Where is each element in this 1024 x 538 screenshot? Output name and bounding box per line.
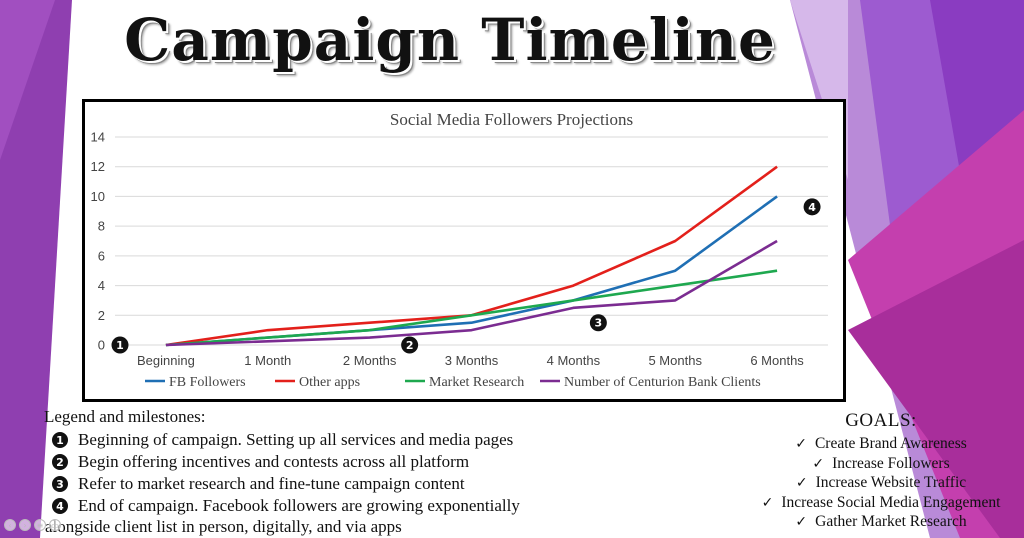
- x-tick-label: 1 Month: [244, 353, 291, 368]
- milestone-number-icon: 3: [52, 476, 68, 492]
- y-tick-label: 10: [91, 189, 105, 204]
- goal-item: ✓ Create Brand Awareness: [738, 434, 1024, 454]
- goal-item: ✓ Increase Followers: [738, 454, 1024, 474]
- milestone-marker-label: 2: [406, 339, 414, 352]
- legend-label: Number of Centurion Bank Clients: [564, 375, 761, 390]
- goals-title: GOALS:: [845, 410, 917, 431]
- milestone-marker: [111, 336, 129, 354]
- chart-title: Social Media Followers Projections: [390, 110, 633, 129]
- milestone-marker-label: 3: [595, 317, 603, 330]
- series-line: [165, 195, 778, 347]
- milestone-marker-label: 1: [116, 339, 124, 352]
- left-purple-accent: [0, 0, 55, 160]
- milestone-text: End of campaign. Facebook followers are …: [78, 496, 520, 515]
- slide-nav: ‹ › ≡ ▭: [4, 519, 61, 531]
- milestone-text: Refer to market research and fine-tune c…: [78, 474, 465, 493]
- milestone-text: Begin offering incentives and contests a…: [78, 452, 470, 471]
- goal-item: ✓ Gather Market Research: [738, 512, 1024, 532]
- y-tick-label: 4: [98, 278, 105, 293]
- x-tick-label: 6 Months: [750, 353, 804, 368]
- milestone-continuation: alongside client list in person, digital…: [45, 517, 402, 536]
- y-tick-label: 12: [91, 159, 105, 174]
- series-line: [165, 269, 778, 347]
- x-tick-label: 4 Months: [547, 353, 601, 368]
- next-slide-icon[interactable]: ›: [19, 519, 31, 531]
- goal-text: Gather Market Research: [815, 513, 967, 530]
- legend-title: Legend and milestones:: [44, 407, 206, 426]
- goal-item: ✓ Increase Website Traffic: [738, 473, 1024, 493]
- goals-panel: GOALS: ✓ Create Brand Awareness ✓ Increase…: [738, 410, 1024, 532]
- x-tick-label: 3 Months: [445, 353, 499, 368]
- menu-icon[interactable]: ≡: [34, 519, 46, 531]
- milestone-item: 2 Begin offering incentives and contests…: [52, 451, 772, 473]
- slide-view-icon[interactable]: ▭: [49, 519, 61, 531]
- check-icon: ✓: [812, 455, 825, 472]
- y-tick-label: 14: [91, 130, 105, 145]
- milestone-number-icon: 4: [52, 498, 68, 514]
- milestone-item: 3 Refer to market research and fine-tune…: [52, 473, 772, 495]
- legend-label: Other apps: [299, 375, 360, 390]
- y-tick-label: 8: [98, 219, 105, 234]
- milestone-list: 1 Beginning of campaign. Setting up all …: [52, 429, 772, 517]
- milestone-item: 1 Beginning of campaign. Setting up all …: [52, 429, 772, 451]
- previous-slide-icon[interactable]: ‹: [4, 519, 16, 531]
- right-facet-5: [848, 240, 1024, 538]
- legend-label: FB Followers: [169, 375, 246, 390]
- legend-label: Market Research: [429, 375, 524, 390]
- goal-text: Increase Social Media Engagement: [781, 493, 1001, 511]
- milestone-text: Beginning of campaign. Setting up all se…: [78, 430, 514, 449]
- chart-container: Social Media Followers Projections 0 2 4 6 8 1…: [82, 99, 846, 402]
- page-title: Campaign Timeline: [124, 6, 776, 74]
- milestone-number-icon: 2: [52, 454, 68, 470]
- check-icon: ✓: [795, 514, 808, 530]
- check-icon: ✓: [795, 475, 808, 491]
- milestone-marker: [803, 198, 821, 216]
- milestone-marker: [589, 314, 607, 332]
- milestone-number-icon: 1: [52, 432, 68, 448]
- goal-text: Create Brand Awareness: [814, 435, 967, 452]
- goal-item: ✓ Increase Social Media Engagement: [738, 493, 1024, 513]
- goal-text: Increase Website Traffic: [815, 474, 967, 491]
- milestone-item: 4 End of campaign. Facebook followers ar…: [52, 495, 772, 517]
- series-line: [165, 239, 778, 347]
- line-chart: Social Media Followers Projections 0 2 4 6 8 1…: [91, 110, 828, 390]
- left-purple-band: [0, 0, 72, 538]
- check-icon: ✓: [761, 494, 774, 511]
- y-tick-label: 0: [98, 338, 105, 353]
- x-tick-label: Beginning: [137, 353, 195, 368]
- x-tick-label: 5 Months: [648, 353, 702, 368]
- y-tick-label: 2: [98, 308, 105, 323]
- milestone-marker-label: 4: [808, 201, 816, 214]
- check-icon: ✓: [795, 436, 807, 452]
- milestone-marker: [401, 336, 419, 354]
- y-tick-label: 6: [98, 248, 105, 263]
- x-tick-label: 2 Months: [343, 353, 397, 368]
- goal-text: Increase Followers: [832, 454, 950, 472]
